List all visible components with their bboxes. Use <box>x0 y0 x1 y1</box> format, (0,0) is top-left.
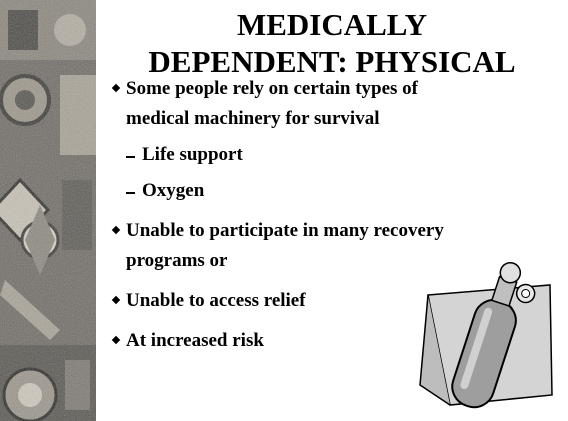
sub-bullet: Oxygen <box>112 176 532 206</box>
bullet-text: Unable to participate in many recovery p… <box>126 220 444 271</box>
bullet-text: Oxygen <box>142 180 205 201</box>
bullet: At increased risk <box>111 326 456 356</box>
dash-marker <box>126 156 135 158</box>
diamond-marker <box>111 335 121 345</box>
bullet: Unable to participate in many recovery p… <box>111 216 456 276</box>
oxygen-tank-clipart <box>419 261 553 409</box>
diamond-marker <box>111 295 121 305</box>
bullet-text: Unable to access relief <box>126 290 306 311</box>
dash-marker <box>126 192 135 194</box>
sub-bullet: Life support <box>112 140 532 170</box>
slide-title: MEDICALLY DEPENDENT: PHYSICAL <box>148 7 516 79</box>
decorative-strip <box>0 0 96 421</box>
bullet-text: Some people rely on certain types of med… <box>126 78 418 129</box>
bullet: Unable to access relief <box>111 286 456 316</box>
bullet-text: Life support <box>142 144 243 165</box>
diamond-marker <box>111 83 121 93</box>
diamond-marker <box>111 225 121 235</box>
bullet: Some people rely on certain types of med… <box>111 74 456 134</box>
bullet-text: At increased risk <box>126 330 264 351</box>
bullet-list: Some people rely on certain types of med… <box>111 74 532 356</box>
